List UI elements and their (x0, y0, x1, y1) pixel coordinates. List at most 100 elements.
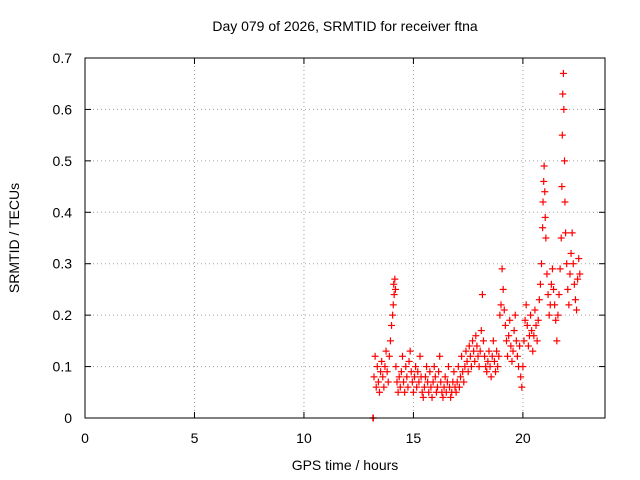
data-point (487, 373, 495, 381)
data-point (499, 285, 507, 293)
data-point (550, 285, 558, 293)
data-point (470, 347, 478, 355)
data-point (502, 337, 510, 345)
data-point (560, 157, 568, 165)
x-tick-labels: 0 5 10 15 20 (81, 430, 531, 446)
data-point (501, 321, 509, 329)
data-point (498, 265, 506, 273)
data-point (412, 363, 420, 371)
data-point (542, 234, 550, 242)
x-tick-label: 5 (191, 430, 199, 446)
data-point (492, 368, 500, 376)
data-point (461, 363, 469, 371)
data-point (556, 265, 564, 273)
data-point (539, 198, 547, 206)
data-point (512, 337, 520, 345)
data-point (467, 363, 475, 371)
data-point (382, 347, 390, 355)
data-point (505, 332, 513, 340)
data-point (403, 373, 411, 381)
data-point (453, 378, 461, 386)
data-point (418, 388, 426, 396)
data-point (390, 280, 398, 288)
data-point (543, 270, 551, 278)
data-point (398, 352, 406, 360)
data-point (531, 306, 539, 314)
data-point (535, 296, 543, 304)
data-point (425, 388, 433, 396)
y-tick-label: 0.3 (53, 256, 73, 272)
data-point (388, 321, 396, 329)
data-point (428, 393, 436, 401)
data-point (558, 131, 566, 139)
data-point (527, 311, 535, 319)
data-point (575, 255, 583, 263)
x-tick-label: 0 (81, 430, 89, 446)
data-point (472, 332, 480, 340)
data-point (386, 337, 394, 345)
data-point (532, 321, 540, 329)
data-point (560, 105, 568, 113)
data-point (435, 368, 443, 376)
data-point (384, 378, 392, 386)
y-tick-label: 0 (64, 410, 72, 426)
data-point (540, 177, 548, 185)
data-point (401, 388, 409, 396)
data-point (511, 311, 519, 319)
data-point (429, 378, 437, 386)
y-tick-label: 0.2 (53, 307, 73, 323)
data-point (562, 229, 570, 237)
data-point (528, 327, 536, 335)
data-points (369, 69, 584, 422)
data-point (474, 352, 482, 360)
y-tick-label: 0.6 (53, 101, 73, 117)
data-point (516, 342, 524, 350)
data-point (576, 270, 584, 278)
data-point (444, 363, 452, 371)
data-point (566, 270, 574, 278)
data-point (374, 378, 382, 386)
data-point (439, 393, 447, 401)
data-point (524, 342, 532, 350)
data-point (476, 347, 484, 355)
y-axis-title: SRMTID / TECUs (6, 183, 22, 293)
data-point (391, 285, 399, 293)
data-point (540, 162, 548, 170)
data-point (416, 352, 424, 360)
data-point (377, 368, 385, 376)
data-point (497, 301, 505, 309)
data-point (555, 291, 563, 299)
data-point (552, 316, 560, 324)
data-point (510, 327, 518, 335)
data-point (375, 388, 383, 396)
data-point (466, 352, 474, 360)
data-point (383, 368, 391, 376)
data-point (494, 363, 502, 371)
data-point (485, 347, 493, 355)
data-point (500, 306, 508, 314)
data-point (473, 342, 481, 350)
data-point (559, 69, 567, 77)
data-point (493, 347, 501, 355)
data-point (521, 316, 529, 324)
data-point (544, 291, 552, 299)
data-point (563, 260, 571, 268)
data-point (561, 198, 569, 206)
data-point (370, 373, 378, 381)
data-point (389, 311, 397, 319)
data-point (407, 368, 415, 376)
data-point (518, 383, 526, 391)
data-point (452, 388, 460, 396)
data-point (460, 378, 468, 386)
data-point (573, 306, 581, 314)
data-point (390, 291, 398, 299)
data-point (372, 383, 380, 391)
data-point (554, 311, 562, 319)
chart-title: Day 079 of 2026, SRMTID for receiver ftn… (212, 18, 478, 34)
data-point (381, 363, 389, 371)
data-point (520, 337, 528, 345)
data-point (373, 363, 381, 371)
y-tick-label: 0.4 (53, 204, 73, 220)
data-point (538, 260, 546, 268)
data-point (393, 378, 401, 386)
